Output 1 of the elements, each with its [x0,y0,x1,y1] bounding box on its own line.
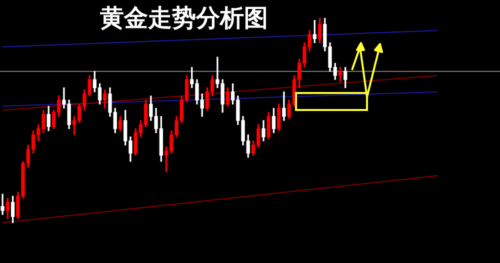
chart-title: 黄金走势分析图 [100,3,268,34]
